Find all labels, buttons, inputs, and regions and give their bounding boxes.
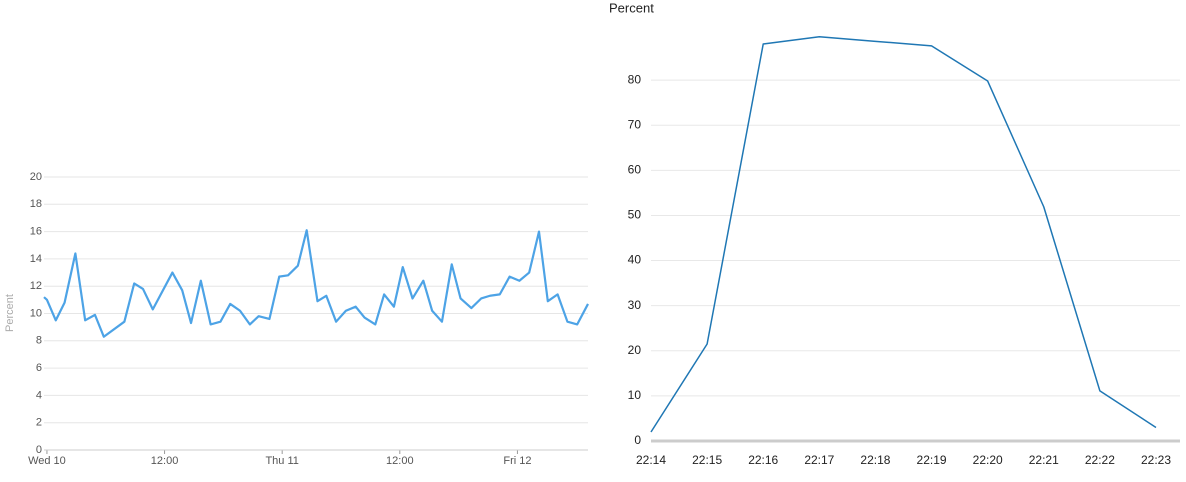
x-tick-label: 12:00: [386, 455, 414, 467]
y-tick-label: 70: [628, 117, 642, 131]
y-tick-label: 60: [628, 163, 642, 177]
x-tick-label: 22:20: [973, 453, 1003, 467]
x-tick-label: 22:23: [1141, 453, 1171, 467]
x-tick-label: 22:22: [1085, 453, 1115, 467]
x-tick-label: 22:14: [636, 453, 666, 467]
y-tick-label: 8: [36, 335, 42, 347]
x-tick-label: Thu 11: [265, 455, 298, 467]
x-tick-label: 22:21: [1029, 453, 1059, 467]
x-tick-label: Fri 12: [503, 455, 531, 467]
x-tick-label: 22:16: [748, 453, 778, 467]
data-line: [43, 229, 589, 338]
x-tick-label: 22:17: [804, 453, 834, 467]
y-tick-label: 20: [30, 171, 42, 183]
y-tick-label: 16: [30, 226, 42, 238]
y-tick-label: 2: [36, 417, 42, 429]
y-tick-label: 10: [628, 388, 642, 402]
y-tick-label: 14: [30, 253, 42, 265]
x-tick-label: Wed 10: [28, 455, 66, 467]
chart-title: Percent: [609, 0, 654, 15]
y-tick-label: 10: [30, 307, 42, 319]
y-tick-label: 18: [30, 198, 42, 210]
y-tick-label: 4: [36, 389, 42, 401]
data-line: [650, 36, 1157, 433]
x-tick-label: 22:19: [917, 453, 947, 467]
y-tick-label: 6: [36, 362, 42, 374]
x-tick-label: 22:18: [860, 453, 890, 467]
y-axis-label: Percent: [4, 294, 16, 332]
y-tick-label: 12: [30, 280, 42, 292]
x-tick-label: 12:00: [151, 455, 179, 467]
y-tick-label: 50: [628, 208, 642, 222]
y-tick-label: 80: [628, 72, 642, 86]
x-tick-label: 22:15: [692, 453, 722, 467]
y-tick-label: 30: [628, 298, 642, 312]
y-tick-label: 20: [628, 343, 642, 357]
y-tick-label: 0: [634, 433, 641, 447]
y-tick-label: 0: [36, 444, 42, 456]
y-tick-label: 40: [628, 253, 642, 267]
